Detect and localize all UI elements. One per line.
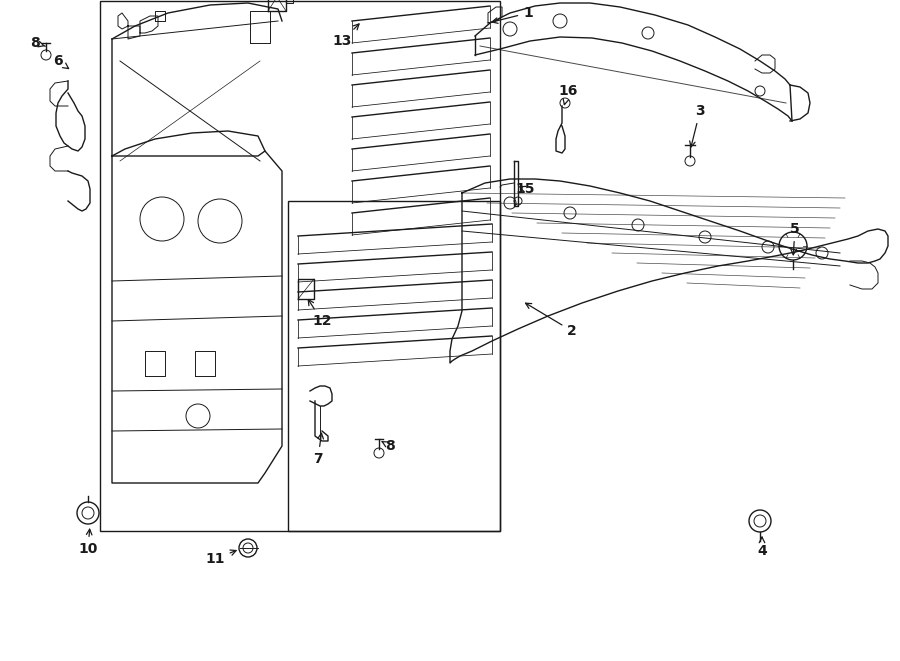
Text: 12: 12	[308, 299, 332, 328]
Text: 8: 8	[30, 36, 45, 50]
Text: 10: 10	[78, 529, 98, 556]
Text: 2: 2	[526, 303, 577, 338]
Text: 11: 11	[205, 550, 236, 566]
Text: 15: 15	[515, 182, 535, 196]
Text: 9: 9	[0, 660, 1, 661]
Text: 1: 1	[492, 6, 533, 23]
Text: 4: 4	[757, 537, 767, 558]
Text: 3: 3	[689, 104, 705, 147]
Text: 5: 5	[790, 222, 800, 255]
Text: 6: 6	[53, 54, 68, 69]
Text: 16: 16	[558, 84, 578, 104]
Text: 13: 13	[332, 24, 359, 48]
Text: 8: 8	[382, 439, 395, 453]
Text: 14: 14	[0, 660, 1, 661]
Bar	[100, 1, 500, 531]
Text: 7: 7	[313, 433, 323, 466]
Bar	[288, 201, 500, 531]
